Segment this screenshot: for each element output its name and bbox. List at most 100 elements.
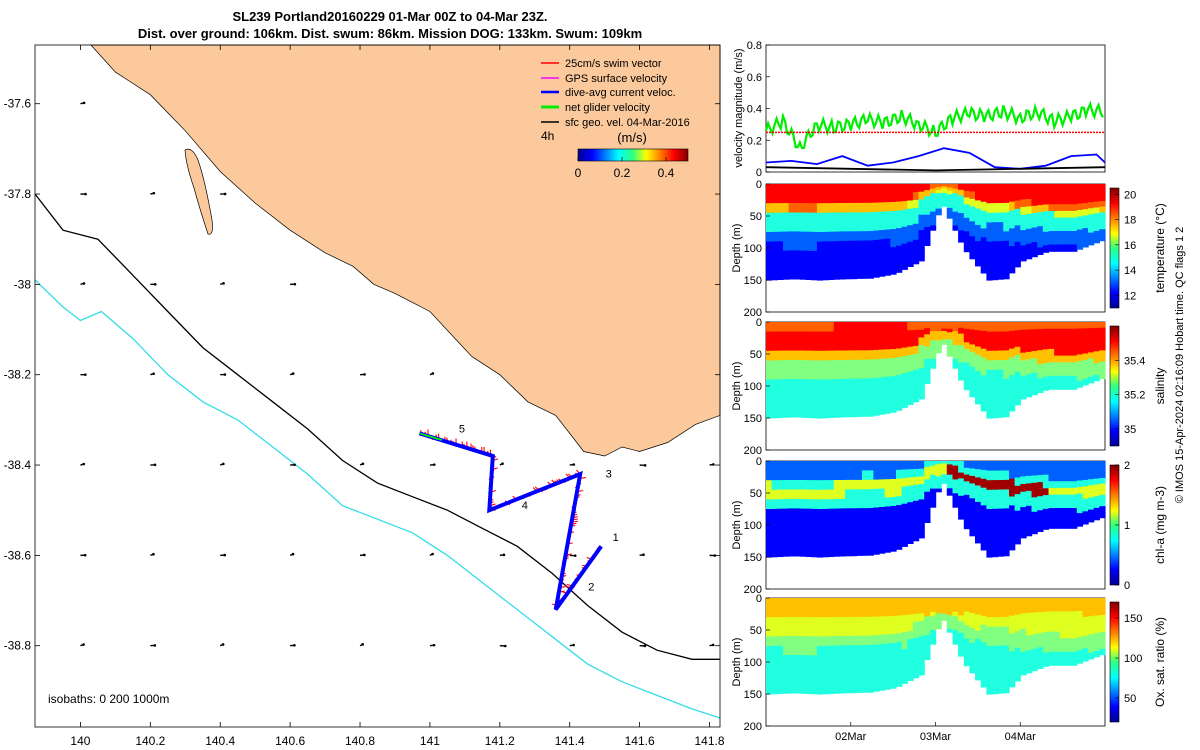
section-cell xyxy=(980,469,987,480)
section-cell xyxy=(884,229,891,240)
section-cell xyxy=(884,349,891,359)
velocity-ytick-label: 0 xyxy=(756,167,762,179)
section-cell xyxy=(986,193,993,204)
section-cell xyxy=(924,365,931,372)
section-cell xyxy=(771,537,778,548)
section-cell xyxy=(783,617,790,628)
section-cell xyxy=(777,322,784,333)
section-cell xyxy=(822,270,829,281)
section-cell xyxy=(952,484,959,490)
section-cell xyxy=(1093,363,1100,370)
section-cell xyxy=(811,665,818,676)
section-cell xyxy=(1003,489,1010,500)
section-cell xyxy=(1037,329,1044,337)
section-cell xyxy=(1020,368,1027,377)
section-cell xyxy=(901,330,908,340)
section-cell xyxy=(980,228,987,238)
section-cell xyxy=(1054,461,1061,469)
section-cell xyxy=(980,461,987,471)
section-cell xyxy=(1037,598,1044,606)
section-cell xyxy=(873,516,880,527)
section-cell xyxy=(771,212,778,223)
section-cell xyxy=(907,518,914,528)
section-cell xyxy=(867,645,874,655)
section-cell xyxy=(1071,204,1078,212)
section-cell xyxy=(822,379,829,390)
section-cell xyxy=(879,257,886,268)
section-cell xyxy=(783,331,790,342)
section-cell xyxy=(873,498,880,509)
section-cell xyxy=(1009,201,1016,212)
section-cell xyxy=(946,611,954,616)
section-cell xyxy=(935,184,942,188)
section-cell xyxy=(794,359,801,370)
section-cell xyxy=(1003,527,1010,538)
legend-net: net glider velocity xyxy=(565,102,650,114)
section-cell xyxy=(935,485,942,490)
section-cell xyxy=(811,480,818,491)
section-cell xyxy=(963,611,971,619)
geo-arrow-head xyxy=(291,552,295,556)
section-cell xyxy=(896,642,903,652)
section-cell xyxy=(958,501,965,508)
section-cell xyxy=(850,202,858,213)
section-cell xyxy=(1054,342,1061,350)
section-cell xyxy=(918,613,925,622)
section-cell xyxy=(805,664,812,675)
section-cell xyxy=(986,480,993,491)
section-cell xyxy=(896,263,903,273)
section-cell xyxy=(1009,348,1016,359)
section-cell xyxy=(884,652,891,663)
section-cell xyxy=(766,665,773,676)
section-cell xyxy=(1020,499,1027,508)
section-cell xyxy=(1042,508,1050,517)
section-ytick-label: 200 xyxy=(744,445,762,457)
section-cell xyxy=(850,536,858,547)
section-cell xyxy=(856,654,863,665)
section-cell xyxy=(958,478,965,485)
section-cell xyxy=(862,527,869,537)
map-xtick-label: 140.8 xyxy=(345,734,375,748)
geo-arrow-head xyxy=(432,643,436,647)
section-cell xyxy=(811,461,818,472)
section-cell xyxy=(884,634,891,645)
section-cell xyxy=(924,598,931,605)
section-cell xyxy=(912,330,920,339)
section-cell xyxy=(1009,469,1016,480)
section-cell xyxy=(1009,192,1016,203)
section-cell xyxy=(1048,638,1055,646)
section-cell xyxy=(822,341,829,352)
section-cell xyxy=(980,366,987,376)
section-cell xyxy=(997,398,1004,409)
section-cell xyxy=(941,613,948,617)
section-cell xyxy=(952,488,959,494)
section-cell xyxy=(1037,503,1044,511)
section-cell xyxy=(907,346,914,356)
section-cell xyxy=(856,479,863,490)
section-cell xyxy=(799,645,807,656)
section-cell xyxy=(766,251,773,262)
section-cell xyxy=(1054,204,1061,212)
section-cell xyxy=(879,497,886,508)
section-cell xyxy=(1088,226,1095,234)
section-cell xyxy=(890,358,897,368)
section-cell xyxy=(952,340,959,346)
section-cell xyxy=(771,270,778,281)
section-cell xyxy=(845,340,852,351)
section-cell xyxy=(924,227,931,234)
section-cell xyxy=(1037,226,1044,234)
section-cell xyxy=(884,515,891,526)
geo-arrow-head xyxy=(83,553,87,557)
section-cell xyxy=(1025,329,1033,338)
section-cell xyxy=(822,665,829,676)
waypoint-label: 1 xyxy=(613,532,619,544)
section-cell xyxy=(1042,184,1050,192)
section-cell xyxy=(1031,336,1038,345)
section-cell xyxy=(1009,461,1016,471)
section-cell xyxy=(1093,633,1100,640)
section-cell xyxy=(1025,251,1033,260)
section-cell xyxy=(794,673,801,684)
section-cell xyxy=(1003,498,1010,509)
section-cell xyxy=(1020,530,1027,539)
section-cell xyxy=(963,618,971,626)
